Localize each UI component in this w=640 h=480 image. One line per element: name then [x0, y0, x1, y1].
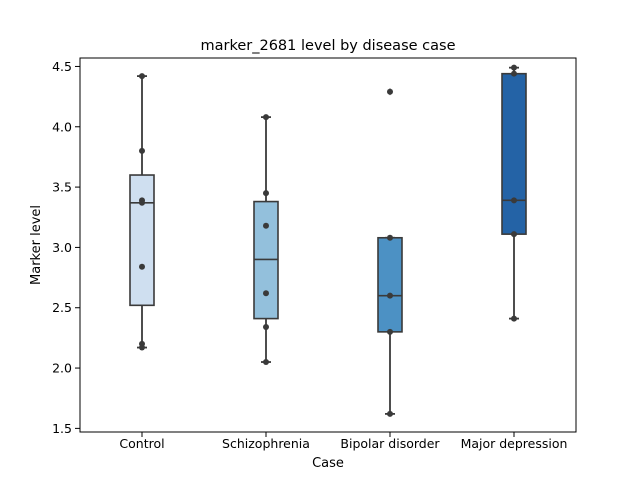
x-tick-label: Schizophrenia [222, 436, 310, 451]
data-point [139, 344, 145, 351]
chart-title: marker_2681 level by disease case [201, 38, 456, 54]
data-point [263, 222, 269, 229]
y-tick-label: 1.5 [52, 421, 72, 436]
data-point [263, 114, 269, 121]
data-point [263, 190, 269, 197]
data-point [139, 73, 145, 80]
x-axis: Control Schizophrenia Bipolar disorder Majo… [119, 432, 567, 451]
x-tick-label: Major depression [461, 436, 568, 451]
box-group-0 [129, 75, 155, 349]
data-point [263, 290, 269, 297]
data-point [387, 88, 393, 95]
y-tick-label: 4.5 [52, 59, 72, 74]
y-tick-label: 3.0 [52, 240, 72, 255]
data-point [511, 64, 517, 71]
y-axis-label: Marker level [29, 205, 44, 285]
plot-frame [79, 57, 577, 433]
boxes-layer [129, 66, 527, 415]
y-axis: 1.5 2.0 2.5 3.0 3.5 4.0 4.5 [52, 59, 80, 436]
data-point [387, 410, 393, 417]
data-point [139, 199, 145, 206]
box-group-2 [377, 88, 403, 415]
data-point [139, 263, 145, 270]
data-point [387, 234, 393, 241]
data-point [511, 231, 517, 238]
points-layer [139, 64, 517, 417]
data-point [387, 328, 393, 335]
y-tick-label: 3.5 [52, 180, 72, 195]
data-point [511, 197, 517, 204]
y-tick-label: 4.0 [52, 119, 72, 134]
data-point [263, 324, 269, 331]
box [129, 174, 155, 307]
data-point [511, 70, 517, 77]
data-point [511, 315, 517, 322]
data-point [263, 359, 269, 366]
box-group-3 [501, 66, 527, 320]
data-point [139, 147, 145, 154]
box-group-1 [253, 116, 279, 363]
x-axis-label: Case [312, 456, 344, 471]
x-tick-label: Control [119, 436, 164, 451]
y-tick-label: 2.5 [52, 300, 72, 315]
x-tick-label: Bipolar disorder [340, 436, 440, 451]
data-point [387, 292, 393, 299]
box [501, 72, 527, 235]
y-tick-label: 2.0 [52, 361, 72, 376]
box [377, 236, 403, 333]
